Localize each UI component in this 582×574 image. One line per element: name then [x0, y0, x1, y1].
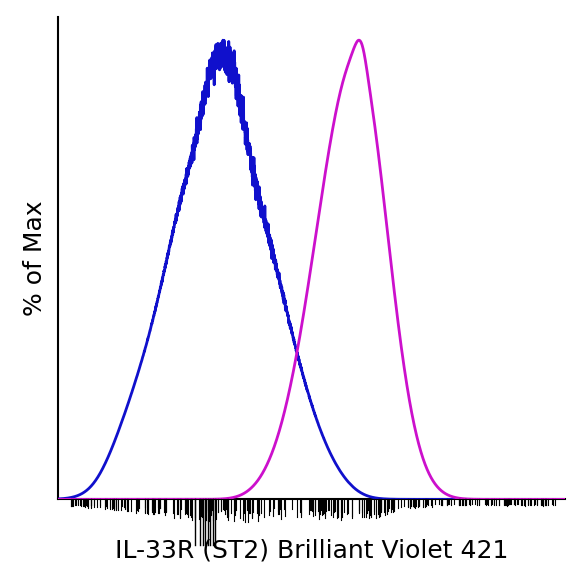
- Y-axis label: % of Max: % of Max: [23, 200, 47, 316]
- X-axis label: IL-33R (ST2) Brilliant Violet 421: IL-33R (ST2) Brilliant Violet 421: [115, 538, 508, 563]
